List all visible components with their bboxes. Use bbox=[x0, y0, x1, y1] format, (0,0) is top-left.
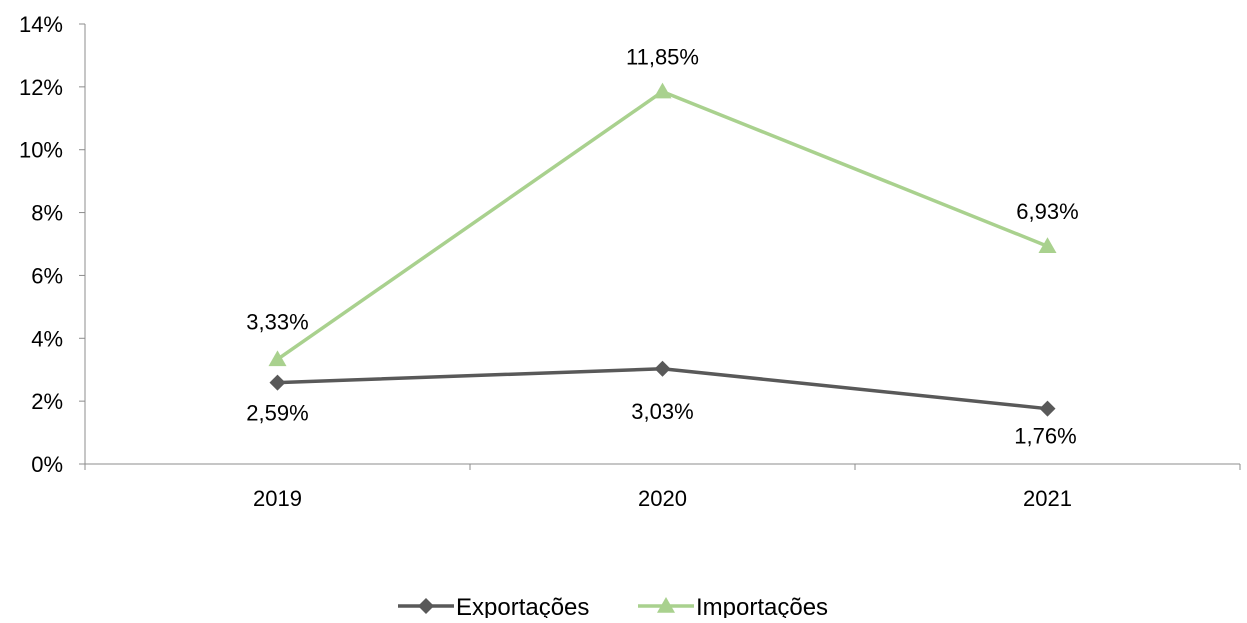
y-tick-label: 6% bbox=[31, 263, 63, 288]
y-tick-label: 4% bbox=[31, 326, 63, 351]
point-exportacoes-2020 bbox=[654, 360, 671, 377]
x-tick-label: 2019 bbox=[253, 486, 302, 511]
y-tick-label: 14% bbox=[19, 12, 63, 37]
legend: Exportações Importações bbox=[398, 594, 828, 621]
legend-label-importacoes: Importações bbox=[696, 594, 828, 618]
point-importacoes-2021 bbox=[1038, 237, 1057, 253]
data-label-exportacoes-2020: 3,03% bbox=[631, 399, 693, 424]
legend-marker-exportacoes bbox=[418, 598, 434, 614]
series-line-importacoes bbox=[276, 89, 1049, 361]
data-label-importacoes-2020: 11,85% bbox=[626, 45, 699, 70]
point-importacoes-2020 bbox=[653, 82, 672, 99]
point-importacoes-2019 bbox=[268, 350, 287, 367]
y-tick-label: 12% bbox=[19, 75, 63, 100]
x-tick-label: 2020 bbox=[638, 486, 687, 511]
data-label-importacoes-2019: 3,33% bbox=[246, 309, 308, 334]
legend-marker-importacoes bbox=[657, 597, 675, 613]
data-label-exportacoes-2021: 1,76% bbox=[1014, 424, 1076, 449]
point-exportacoes-2021 bbox=[1039, 400, 1056, 417]
series-layer bbox=[268, 82, 1057, 417]
y-tick-label: 8% bbox=[31, 201, 63, 226]
data-label-importacoes-2021: 6,93% bbox=[1016, 199, 1078, 224]
point-exportacoes-2019 bbox=[269, 374, 286, 391]
y-tick-label: 10% bbox=[19, 138, 63, 163]
y-tick-label: 2% bbox=[31, 389, 63, 414]
y-tick-label: 0% bbox=[31, 452, 63, 477]
data-labels-layer: 2,59% 3,03% 1,76% 3,33% 11,85% 6,93% bbox=[246, 45, 1078, 449]
x-tick-label: 2021 bbox=[1023, 486, 1072, 511]
legend-label-exportacoes: Exportações bbox=[456, 594, 589, 618]
axes: 0% 2% 4% 6% 8% 10% 12% 14% 2019 2020 2021 bbox=[19, 12, 1241, 511]
data-label-exportacoes-2019: 2,59% bbox=[246, 401, 308, 426]
